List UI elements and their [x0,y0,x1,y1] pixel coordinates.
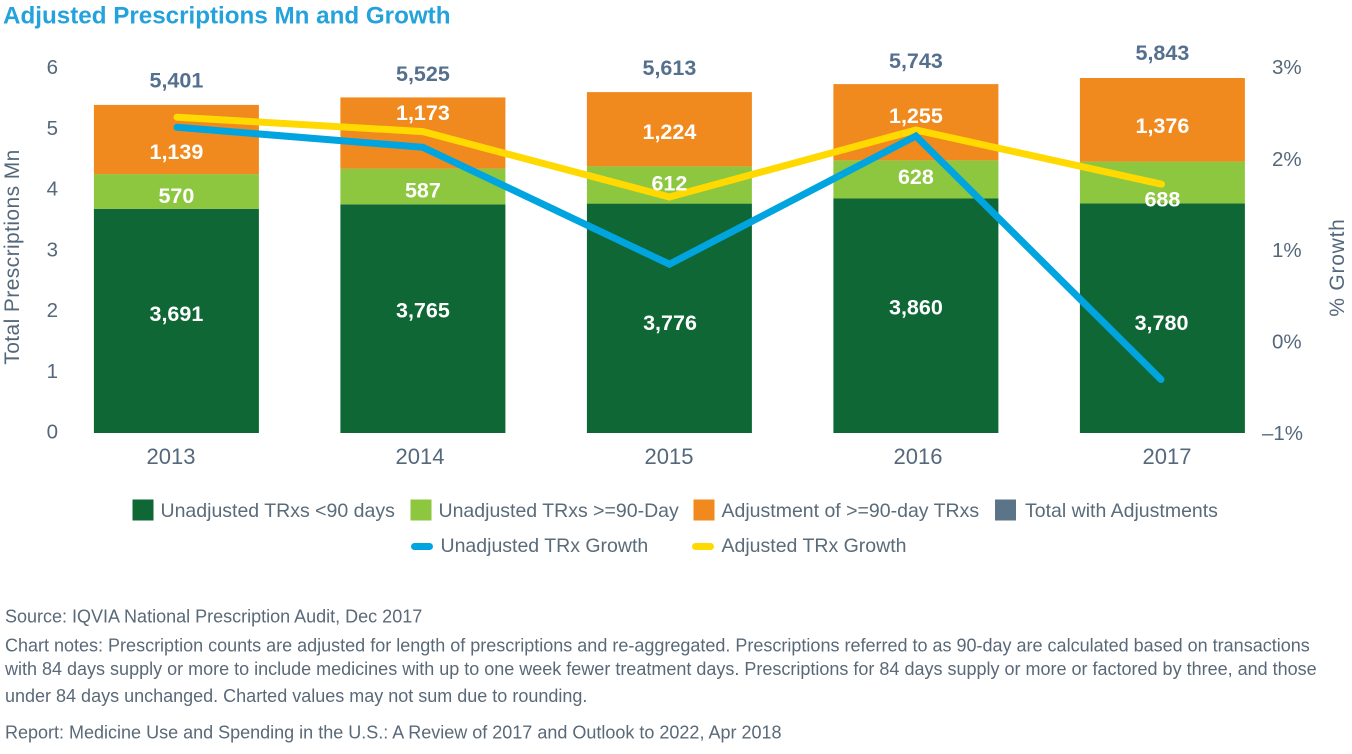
svg-text:Adjusted TRx Growth: Adjusted TRx Growth [722,535,907,557]
svg-text:3,765: 3,765 [396,299,450,323]
svg-text:3,860: 3,860 [889,296,943,320]
svg-text:Total with Adjustments: Total with Adjustments [1025,500,1218,522]
svg-text:612: 612 [651,171,687,195]
svg-text:Source: IQVIA National Prescri: Source: IQVIA National Prescription Audi… [5,607,422,627]
svg-text:5,401: 5,401 [149,69,203,93]
svg-text:1,139: 1,139 [149,140,203,164]
svg-text:2%: 2% [1272,148,1302,171]
svg-text:5,743: 5,743 [889,49,943,73]
svg-text:6: 6 [47,56,58,79]
svg-text:1%: 1% [1272,239,1302,262]
svg-text:5,613: 5,613 [642,56,696,80]
svg-text:1,173: 1,173 [396,101,450,125]
svg-text:3,776: 3,776 [643,311,697,335]
svg-text:with 84 days supply or more to: with 84 days supply or more to include m… [4,659,1317,679]
svg-text:2017: 2017 [1143,444,1192,469]
svg-text:628: 628 [898,165,934,189]
svg-text:5,525: 5,525 [396,62,450,86]
svg-text:2016: 2016 [894,444,943,469]
svg-text:688: 688 [1144,188,1180,212]
svg-text:0: 0 [47,421,58,444]
svg-text:Report: Medicine Use and Spend: Report: Medicine Use and Spending in the… [5,723,782,743]
svg-text:2013: 2013 [147,444,196,469]
svg-text:5: 5 [47,117,58,140]
svg-text:–1%: –1% [1262,422,1303,445]
svg-text:% Growth: % Growth [1326,218,1349,316]
svg-text:570: 570 [158,184,194,208]
svg-text:587: 587 [405,179,441,203]
svg-text:1,255: 1,255 [889,104,943,128]
svg-text:1,224: 1,224 [642,120,696,144]
svg-text:3,780: 3,780 [1135,311,1189,335]
svg-text:0%: 0% [1272,331,1302,354]
svg-text:Adjustment of >=90-day TRxs: Adjustment of >=90-day TRxs [722,500,980,522]
svg-text:2015: 2015 [645,444,694,469]
svg-text:under 84 days unchanged. Chart: under 84 days unchanged. Charted values … [5,686,587,706]
svg-text:2: 2 [47,299,58,322]
svg-text:Unadjusted TRx Growth: Unadjusted TRx Growth [441,535,649,557]
svg-text:3%: 3% [1272,56,1302,79]
svg-text:3,691: 3,691 [149,302,203,326]
svg-text:Unadjusted TRxs <90 days: Unadjusted TRxs <90 days [161,500,396,522]
svg-text:Adjusted Prescriptions Mn and: Adjusted Prescriptions Mn and Growth [3,3,451,30]
svg-text:Chart notes: Prescription coun: Chart notes: Prescription counts are adj… [5,636,1310,656]
svg-text:Unadjusted TRxs >=90-Day: Unadjusted TRxs >=90-Day [439,500,680,522]
svg-text:5,843: 5,843 [1135,41,1189,65]
svg-text:Total Prescriptions Mn: Total Prescriptions Mn [1,149,24,364]
svg-text:1: 1 [47,360,58,383]
svg-text:4: 4 [47,178,58,201]
svg-text:2014: 2014 [396,444,445,469]
svg-text:1,376: 1,376 [1135,114,1189,138]
svg-text:3: 3 [47,238,58,261]
